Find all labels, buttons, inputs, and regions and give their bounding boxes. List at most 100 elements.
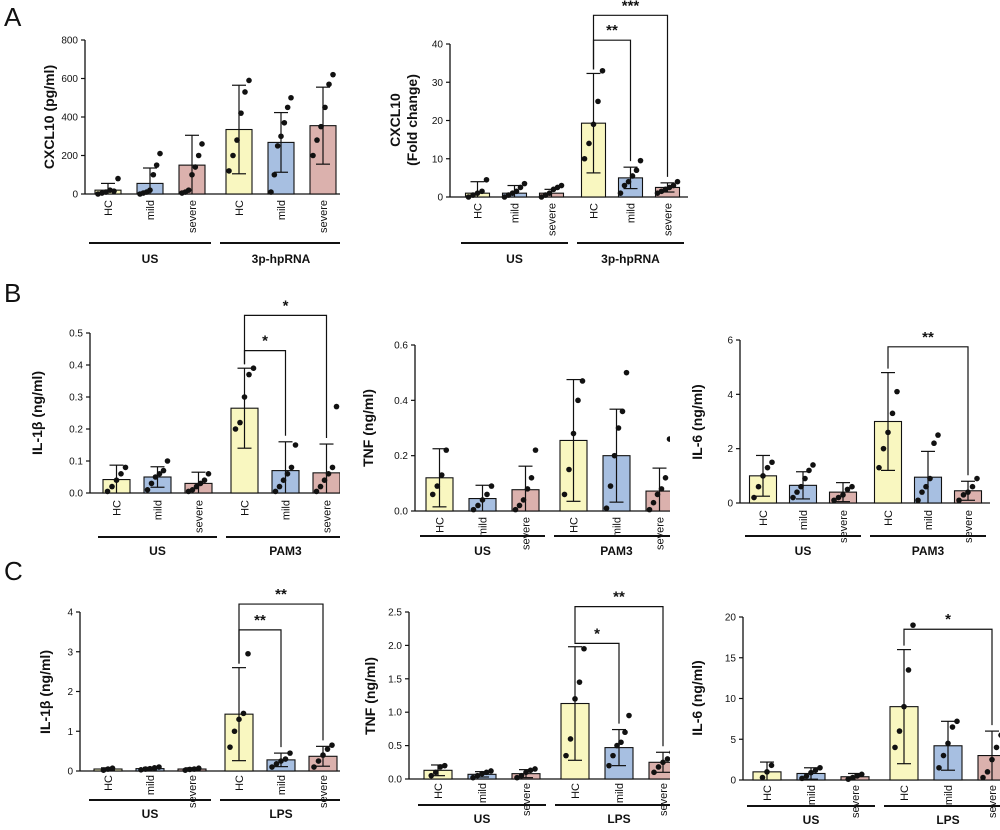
data-point <box>858 771 865 778</box>
data-point <box>238 110 244 116</box>
y-axis-label: CXCL10 (pg/ml) <box>41 65 57 169</box>
category-label-mild: mild <box>145 775 157 795</box>
y-tick-label-4: 4 <box>727 390 733 401</box>
y-tick-label-0: 0 <box>727 499 733 510</box>
data-point <box>282 756 289 762</box>
group-label-US: US <box>803 813 820 827</box>
data-point <box>100 767 107 774</box>
data-point <box>655 764 662 770</box>
y-tick-label-1: 1 <box>67 727 73 738</box>
data-point <box>532 766 538 772</box>
y-tick-label-0_5: 0.5 <box>388 741 402 752</box>
data-point <box>532 447 539 453</box>
category-label-mild: mild <box>923 510 935 530</box>
data-point <box>650 499 657 506</box>
data-point <box>474 772 481 779</box>
data-point <box>798 483 804 490</box>
category-label-mild: mild <box>276 200 288 220</box>
data-point <box>278 133 284 140</box>
data-point <box>284 104 291 111</box>
data-point <box>250 365 257 371</box>
category-label-severe: severe <box>547 203 559 236</box>
category-label-mild: mild <box>798 510 810 530</box>
data-point <box>287 750 293 756</box>
data-point <box>760 473 766 479</box>
category-label-severe: severe <box>318 200 330 233</box>
chart-il1b-lps: 0 1 2 3 4 IL-1β (ng/ml) HC mild severe HC mild seve… <box>37 586 340 821</box>
group-label-PAM3: PAM3 <box>269 544 302 558</box>
data-point <box>197 480 204 487</box>
data-point <box>234 137 240 143</box>
data-point <box>246 371 252 378</box>
data-point <box>488 483 495 489</box>
significance-label: ** <box>922 329 934 346</box>
data-point <box>566 466 572 473</box>
chart-il1b-pam3: 0.0 0.1 0.2 0.3 0.4 0.5 IL-1β (ng/ml) HC mild sev… <box>29 297 340 558</box>
category-label-HC: HC <box>758 510 770 526</box>
group-label-US: US <box>506 252 523 266</box>
data-point <box>441 762 448 769</box>
data-point <box>330 71 336 78</box>
data-point <box>151 765 158 771</box>
significance-bracket <box>574 606 664 747</box>
data-point <box>520 497 527 503</box>
category-label-HC: HC <box>112 500 124 516</box>
data-point <box>325 471 332 477</box>
data-point <box>669 750 670 755</box>
data-point <box>292 442 299 448</box>
data-point <box>581 155 588 162</box>
data-point <box>575 397 581 404</box>
category-label-HC: HC <box>762 785 774 801</box>
group-label-LPS: LPS <box>607 812 630 826</box>
group-label-US: US <box>474 812 491 826</box>
data-point <box>438 472 445 478</box>
panel-letter-b: B <box>4 278 22 308</box>
data-point <box>231 728 238 735</box>
category-label-severe: severe <box>663 203 675 236</box>
data-point <box>276 483 283 490</box>
chart-il6-pam3: 0 2 4 6 IL-6 (ng/ml) HC mild severe HC mild severe… <box>689 329 990 558</box>
data-point <box>844 486 851 493</box>
data-point <box>147 765 153 772</box>
data-point <box>245 650 251 657</box>
data-point <box>854 773 861 779</box>
y-tick-label-0: 0.0 <box>388 775 402 786</box>
data-point <box>561 491 568 498</box>
y-tick-label-0_5: 0.5 <box>69 329 83 340</box>
data-point <box>201 477 208 483</box>
category-label-HC: HC <box>435 517 447 533</box>
data-point <box>626 712 632 719</box>
data-point <box>288 94 294 101</box>
data-point <box>637 157 644 164</box>
data-point <box>333 403 340 410</box>
data-point <box>470 506 477 513</box>
category-label-HC: HC <box>433 783 445 799</box>
data-point <box>479 770 485 777</box>
y-tick-label-5: 5 <box>730 735 736 746</box>
category-label-mild: mild <box>145 200 157 220</box>
data-point <box>666 436 670 442</box>
y-tick-label-600: 600 <box>61 74 78 85</box>
data-point <box>806 467 812 474</box>
data-point <box>768 762 775 769</box>
data-point <box>662 475 669 481</box>
y-tick-label-10: 10 <box>725 694 737 705</box>
data-point <box>901 703 907 710</box>
data-point <box>954 718 960 725</box>
group-label-PAM3: PAM3 <box>912 544 945 558</box>
data-point <box>808 769 814 776</box>
data-point <box>764 769 770 775</box>
data-point <box>483 769 490 776</box>
data-point <box>885 429 891 436</box>
data-point <box>603 505 610 512</box>
data-point <box>658 486 665 492</box>
data-point <box>614 742 620 749</box>
data-point <box>470 192 476 198</box>
data-point <box>310 152 316 159</box>
significance-label: ** <box>613 589 625 606</box>
y-tick-label-40: 40 <box>432 40 444 51</box>
data-point <box>144 487 151 493</box>
data-point <box>269 764 275 770</box>
group-label-US: US <box>149 544 166 558</box>
data-point <box>769 459 775 466</box>
